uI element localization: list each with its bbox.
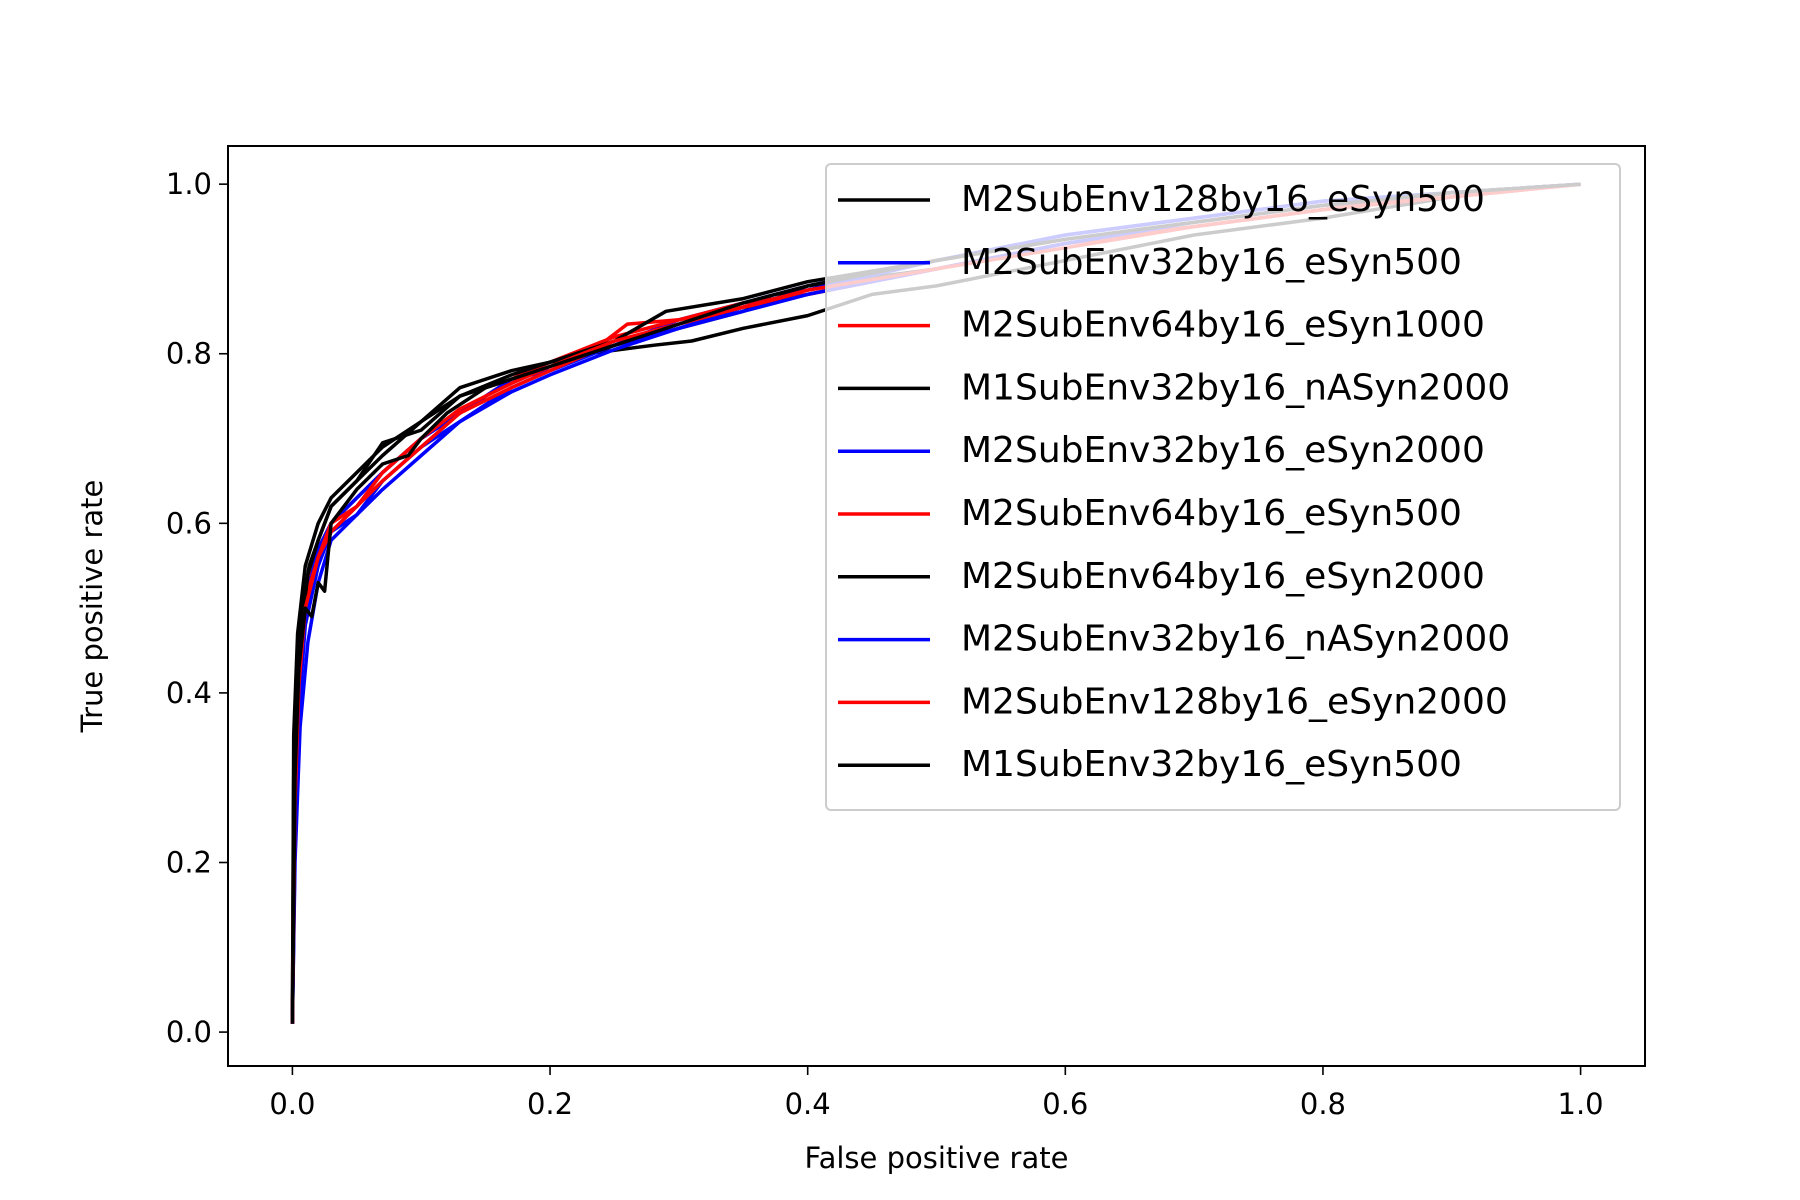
x-tick-label: 0.8 xyxy=(1300,1087,1346,1121)
x-tick-label: 0.6 xyxy=(1042,1087,1088,1121)
legend-entry: M1SubEnv32by16_eSyn500 xyxy=(961,744,1462,785)
y-tick-label: 0.0 xyxy=(166,1015,212,1049)
legend-entry: M2SubEnv32by16_eSyn2000 xyxy=(961,430,1485,471)
legend-entry: M1SubEnv32by16_nASyn2000 xyxy=(961,367,1510,408)
x-axis-label: False positive rate xyxy=(805,1141,1069,1175)
x-tick-label: 0.0 xyxy=(269,1087,315,1121)
legend-entry: M2SubEnv64by16_eSyn1000 xyxy=(961,305,1485,346)
y-axis-ticks: 0.0 0.2 0.4 0.6 0.8 1.0 xyxy=(166,167,228,1049)
legend-entry: M2SubEnv32by16_nASyn2000 xyxy=(961,619,1510,660)
y-tick-label: 0.4 xyxy=(166,676,212,710)
y-tick-label: 0.8 xyxy=(166,337,212,371)
legend: M2SubEnv128by16_eSyn500 M2SubEnv32by16_eS… xyxy=(825,163,1621,811)
y-axis-label: True positive rate xyxy=(75,480,109,734)
legend-entry: M2SubEnv128by16_eSyn500 xyxy=(961,179,1485,220)
legend-entry: M2SubEnv128by16_eSyn2000 xyxy=(961,681,1508,722)
y-tick-label: 0.6 xyxy=(166,506,212,540)
y-tick-label: 1.0 xyxy=(166,167,212,201)
axes-frame xyxy=(227,145,1646,1067)
legend-entry: M2SubEnv64by16_eSyn2000 xyxy=(961,556,1485,597)
x-tick-label: 0.2 xyxy=(527,1087,573,1121)
x-tick-label: 1.0 xyxy=(1558,1087,1604,1121)
y-tick-label: 0.2 xyxy=(166,845,212,879)
legend-entry: M2SubEnv32by16_eSyn500 xyxy=(961,242,1462,283)
legend-entry: M2SubEnv64by16_eSyn500 xyxy=(961,493,1462,534)
x-tick-label: 0.4 xyxy=(785,1087,831,1121)
x-axis-ticks: 0.0 0.2 0.4 0.6 0.8 1.0 xyxy=(269,1066,1604,1121)
legend-box xyxy=(825,163,1621,811)
